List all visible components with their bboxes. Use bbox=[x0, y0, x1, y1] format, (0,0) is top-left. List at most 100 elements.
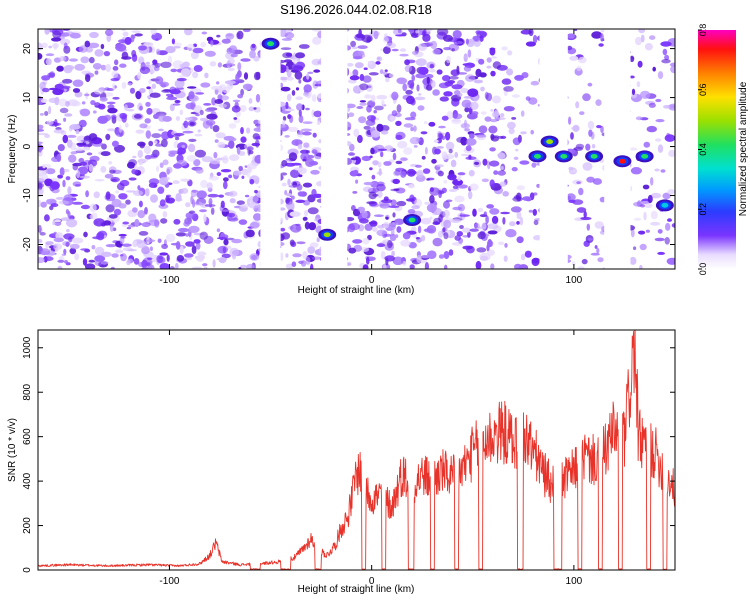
spectrogram-speckle-cell bbox=[240, 136, 247, 143]
spectrogram-speckle-cell bbox=[567, 33, 575, 39]
spectrogram-speckle-cell bbox=[93, 191, 100, 199]
spectrogram-speckle-cell bbox=[420, 131, 428, 135]
spectrogram-speckle-cell bbox=[588, 237, 593, 241]
spectrogram-speckle-cell bbox=[69, 247, 77, 255]
spectrogram-speckle-cell bbox=[478, 125, 488, 134]
spectrogram-speckle-cell bbox=[313, 110, 323, 118]
spectrogram-speckle-cell bbox=[592, 178, 603, 185]
spectrogram-speckle-cell bbox=[533, 219, 539, 226]
spectrogram-speckle-cell bbox=[485, 92, 493, 102]
spectrogram-speckle-cell bbox=[395, 234, 399, 239]
spectrogram-speckle-cell bbox=[415, 30, 420, 34]
spectrogram-speckle-cell bbox=[501, 78, 512, 85]
spectrogram-speckle-cell bbox=[251, 142, 261, 147]
spectrogram-speckle-cell bbox=[511, 117, 517, 120]
spectrogram-speckle-cell bbox=[82, 258, 88, 266]
spectrogram-speckle-cell bbox=[285, 253, 289, 258]
spectrogram-speckle-cell bbox=[640, 204, 645, 208]
spectrogram-speckle-cell bbox=[54, 83, 64, 90]
spectrogram-speckle-cell bbox=[462, 227, 471, 233]
spectrogram-speckle-cell bbox=[650, 192, 662, 199]
spectrogram-speckle-cell bbox=[135, 90, 142, 100]
spectrogram-speckle-cell bbox=[667, 38, 675, 47]
spectrogram-speckle-cell bbox=[520, 253, 526, 261]
spectrogram-speckle-cell bbox=[52, 220, 56, 226]
spectrogram-speckle-cell bbox=[127, 224, 137, 228]
spectrogram-speckle-cell bbox=[357, 206, 366, 213]
spectrogram-speckle-cell bbox=[166, 168, 170, 175]
spectrogram-speckle-cell bbox=[525, 96, 531, 101]
spectrogram-speckle-cell bbox=[254, 189, 258, 194]
spectrogram-speckle-cell bbox=[96, 232, 105, 241]
spectrogram-speckle-cell bbox=[84, 40, 91, 48]
spectrogram-speckle-cell bbox=[408, 29, 416, 33]
spectrogram-speckle-cell bbox=[199, 209, 207, 213]
spectrogram-speckle-cell bbox=[289, 211, 301, 217]
spectrogram-speckle-cell bbox=[173, 218, 181, 225]
spectrogram-speckle-cell bbox=[352, 69, 359, 77]
spectrogram-speckle-cell bbox=[474, 222, 480, 229]
spectrogram-speckle-cell bbox=[452, 179, 464, 186]
spectrogram-speckle-cell bbox=[671, 223, 675, 228]
spectrogram-speckle-cell bbox=[165, 233, 176, 243]
spectrogram-speckle-cell bbox=[452, 113, 463, 120]
spectrogram-speckle-cell bbox=[638, 230, 646, 235]
spectrogram-speckle-cell bbox=[417, 225, 422, 234]
spectrogram-speckle-cell bbox=[147, 264, 155, 269]
spectrogram-speckle-cell bbox=[223, 181, 228, 190]
spectrogram-speckle-cell bbox=[406, 95, 415, 105]
spectrogram-speckle-cell bbox=[53, 244, 58, 250]
spectrogram-speckle-cell bbox=[636, 81, 641, 88]
spectrogram-speckle-cell bbox=[224, 80, 236, 85]
spectrogram-speckle-cell bbox=[298, 44, 310, 49]
spectrogram-speckle-cell bbox=[577, 266, 585, 269]
spectrogram-speckle-cell bbox=[638, 29, 646, 34]
spectrogram-speckle-cell bbox=[100, 64, 107, 71]
spectrogram-speckle-cell bbox=[578, 187, 584, 196]
spectrogram-speckle-cell bbox=[380, 151, 384, 158]
spectrogram-speckle-cell bbox=[497, 152, 506, 160]
spectrogram-speckle-cell bbox=[185, 212, 195, 219]
spectrogram-speckle-cell bbox=[218, 194, 225, 198]
spectrogram-speckle-cell bbox=[297, 144, 303, 150]
spectrogram-blank-band bbox=[260, 29, 281, 269]
spectrogram-speckle-cell bbox=[136, 240, 147, 249]
spectrogram-speckle-cell bbox=[180, 68, 191, 77]
spectrogram-speckle-cell bbox=[121, 243, 132, 247]
spectrogram-speckle-cell bbox=[531, 162, 537, 168]
spectrogram-speckle-cell bbox=[249, 253, 260, 261]
spectrogram-speckle-cell bbox=[349, 143, 355, 152]
spectrogram-speckle-cell bbox=[381, 199, 393, 204]
spectrogram-speckle-cell bbox=[39, 232, 46, 236]
spectrogram-speckle-cell bbox=[307, 207, 319, 215]
spectrogram-speckle-cell bbox=[490, 119, 498, 123]
spectrogram-speckle-cell bbox=[88, 259, 96, 263]
spectrogram-speckle-cell bbox=[442, 227, 446, 233]
spectrogram-speckle-cell bbox=[443, 47, 451, 51]
spectrogram-speckle-cell bbox=[226, 33, 233, 37]
spectrogram-speckle-cell bbox=[469, 183, 479, 191]
spectrogram-speckle-cell bbox=[100, 43, 105, 50]
spectrogram-speckle-cell bbox=[448, 75, 459, 80]
spectrogram-speckle-cell bbox=[67, 139, 73, 148]
spectrogram-speckle-cell bbox=[57, 265, 63, 269]
spectrogram-speckle-cell bbox=[60, 217, 71, 221]
colorbar-tick-label: 0.2 bbox=[698, 203, 708, 216]
spectrogram-speckle-cell bbox=[158, 128, 164, 132]
spectrogram-speckle-cell bbox=[389, 115, 396, 122]
spectrogram-speckle-cell bbox=[479, 72, 487, 78]
spectrogram-speckle-cell bbox=[432, 48, 442, 55]
spectrogram-speckle-cell bbox=[137, 185, 141, 191]
spectrogram-speckle-cell bbox=[596, 125, 602, 129]
spectrogram-speckle-cell bbox=[63, 248, 67, 255]
spectrogram-speckle-cell bbox=[69, 58, 78, 62]
spectrogram-speckle-cell bbox=[216, 257, 228, 261]
spectrogram-speckle-cell bbox=[644, 203, 653, 209]
spectrogram-speckle-cell bbox=[170, 68, 178, 73]
spectrogram-speckle-cell bbox=[362, 75, 372, 83]
spectrogram-speckle-cell bbox=[477, 231, 486, 240]
snr-y-tick-label: 800 bbox=[22, 383, 33, 400]
spectrogram-speckle-cell bbox=[287, 126, 299, 132]
spectrogram-speckle-cell bbox=[293, 65, 304, 72]
spectrogram-speckle-cell bbox=[655, 138, 662, 142]
